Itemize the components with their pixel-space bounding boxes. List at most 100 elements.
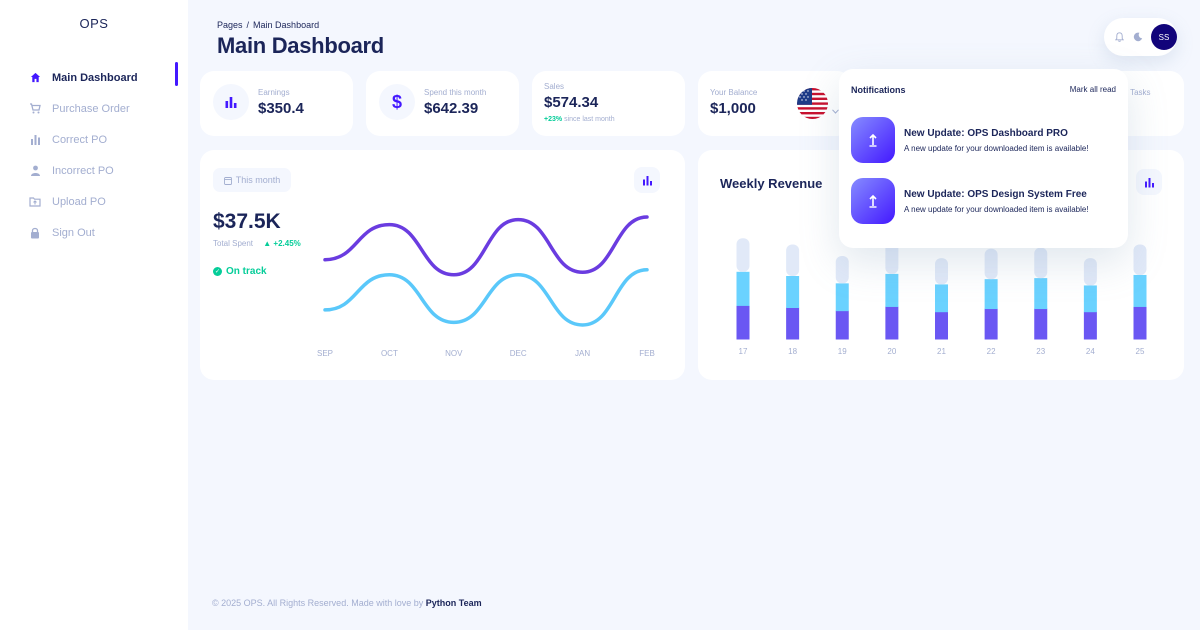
x-tick-label: FEB [639,349,655,358]
bar-segment [885,273,899,307]
page-title: Main Dashboard [217,33,384,58]
sidebar: OPS Main Dashboard Purchase Order Correc… [0,0,188,630]
sidebar-item-label: Purchase Order [52,102,130,115]
breadcrumb: Pages / Main Dashboard [217,20,319,30]
bar-segment [835,310,849,340]
bar-segment [736,271,750,306]
bar-segment [984,248,998,280]
spend-card: $ Spend this month $642.39 [366,71,519,136]
x-tick-label: 19 [837,347,847,356]
bar-segment [1133,244,1147,275]
upload-arrow-icon [851,117,895,163]
breadcrumb-separator: / [246,20,250,30]
calendar-icon [223,176,232,185]
bar-segment [1083,311,1097,340]
sidebar-item-label: Correct PO [52,133,108,146]
brand-logo: OPS [79,16,109,31]
folder-upload-icon [28,195,42,209]
notification-description: A new update for your downloaded item is… [904,205,1089,214]
x-tick-label: DEC [509,349,527,358]
earnings-card: Earnings $350.4 [200,71,353,136]
sidebar-item-purchase-order[interactable]: Purchase Order [0,93,188,124]
x-tick-label: 25 [1135,347,1145,356]
total-spent-value: $37.5K [213,210,281,233]
bar-segment [935,311,948,340]
spend-value: $642.39 [424,100,479,117]
notifications-title: Notifications [851,85,906,95]
sales-change-period: since last month [564,116,615,123]
footer: © 2025 OPS. All Rights Reserved. Made wi… [212,598,482,608]
mark-all-read-link[interactable]: Mark all read [1069,85,1116,94]
bell-icon[interactable] [1112,30,1126,44]
period-label: This month [235,175,281,185]
balance-label: Your Balance [710,88,758,97]
bar-segment [1034,278,1048,310]
sidebar-item-upload-po[interactable]: Upload PO [0,186,188,217]
weekly-revenue-title: Weekly Revenue [720,176,823,191]
bar-segment [1034,247,1048,279]
sidebar-item-label: Main Dashboard [52,71,138,84]
spend-chart-card: This month $37.5K Total Spent ▲ +2.45% ✓… [200,150,685,380]
chevron-down-icon[interactable] [832,101,839,119]
period-selector[interactable]: This month [213,168,291,192]
bar-segment [935,284,948,313]
x-tick-label: 24 [1085,347,1095,356]
bar-segment [835,256,849,284]
top-toolbar: SS [1104,18,1177,56]
notification-item[interactable]: New Update: OPS Design System Free A new… [851,178,1121,224]
lock-icon [28,226,42,240]
bar-segment [736,305,750,340]
sidebar-item-label: Sign Out [52,226,95,239]
bar-segment [1133,306,1147,340]
avatar[interactable]: SS [1151,24,1177,50]
bar-segment [984,279,998,310]
x-tick-label: 17 [738,347,748,356]
sidebar-item-correct-po[interactable]: Correct PO [0,124,188,155]
bar-segment [935,258,948,285]
balance-value: $1,000 [710,100,756,117]
sales-value: $574.34 [544,94,599,111]
line-series-1 [323,215,649,277]
earnings-value: $350.4 [258,100,304,117]
bar-segment [885,306,899,340]
x-tick-label: 18 [788,347,798,356]
bar-segment [1083,285,1097,313]
x-tick-label: OCT [380,349,398,358]
x-tick-label: SEP [316,349,334,358]
status-badge: ✓ On track [213,266,267,277]
bar-chart [736,238,1147,340]
breadcrumb-current: Main Dashboard [253,20,320,30]
bar-segment [786,244,800,276]
bar-segment [786,276,800,308]
x-tick-label: NOV [445,349,463,358]
moon-icon[interactable] [1131,30,1145,44]
x-tick-label: JAN [575,349,591,358]
bar-chart-icon [28,133,42,147]
sidebar-item-main-dashboard[interactable]: Main Dashboard [0,62,188,93]
notification-item[interactable]: New Update: OPS Dashboard PRO A new upda… [851,117,1121,163]
total-spent-change: ▲ +2.45% [263,239,301,248]
sidebar-item-sign-out[interactable]: Sign Out [0,217,188,248]
bar-segment [885,242,899,274]
bar-segment [736,238,750,272]
bar-segment [1133,274,1147,307]
notification-title: New Update: OPS Design System Free [904,189,1087,200]
x-tick-label: 20 [887,347,897,356]
status-label: On track [226,266,267,277]
earnings-label: Earnings [258,88,290,97]
line-series-2 [323,267,649,327]
sales-change: +23% since last month [544,116,615,123]
sales-label: Sales [544,82,565,91]
footer-team-link[interactable]: Python Team [425,598,482,608]
bar-chart-icon [213,84,249,120]
us-flag-icon[interactable] [797,88,828,119]
breadcrumb-root-link[interactable]: Pages [217,20,243,30]
sidebar-item-incorrect-po[interactable]: Incorrect PO [0,155,188,186]
footer-text: © 2025 OPS. All Rights Reserved. Made wi… [212,598,424,608]
chart-options-button[interactable] [634,167,660,193]
chart-options-button[interactable] [1136,169,1162,195]
notification-title: New Update: OPS Dashboard PRO [904,128,1068,139]
check-icon: ✓ [213,267,222,276]
notifications-dropdown: Notifications Mark all read New Update: … [839,69,1128,248]
notification-description: A new update for your downloaded item is… [904,144,1089,153]
